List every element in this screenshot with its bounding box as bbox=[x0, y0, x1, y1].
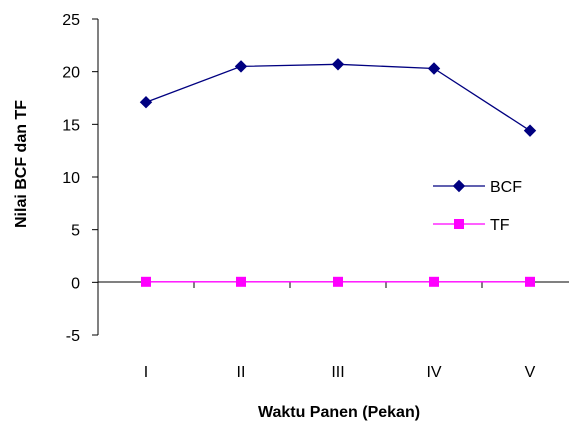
bcf-point bbox=[523, 124, 537, 137]
y-tick-label: 10 bbox=[62, 170, 80, 187]
y-tick-label: 0 bbox=[71, 275, 80, 292]
legend-bcf-label: BCF bbox=[490, 179, 522, 196]
x-tick-label: IV bbox=[426, 364, 441, 381]
tf-point bbox=[525, 276, 535, 287]
y-tick-label: 5 bbox=[71, 223, 80, 240]
bcf-series-line bbox=[145, 63, 531, 132]
y-tick-label: -5 bbox=[66, 328, 80, 345]
bcf-point bbox=[331, 58, 345, 71]
x-axis-ticks: I II III IV V bbox=[97, 282, 536, 381]
x-tick-label: III bbox=[331, 364, 344, 381]
y-tick-label: 20 bbox=[62, 65, 80, 82]
legend: BCF TF bbox=[433, 179, 522, 234]
x-tick-label: I bbox=[144, 364, 148, 381]
x-tick-label: V bbox=[525, 364, 536, 381]
bcf-point bbox=[427, 62, 441, 75]
tf-point bbox=[236, 276, 246, 287]
y-axis-ticks: -5 0 5 10 15 20 25 bbox=[62, 12, 98, 345]
y-axis-title: Nilai BCF dan TF bbox=[13, 100, 30, 228]
y-tick-label: 15 bbox=[62, 117, 80, 134]
bcf-point bbox=[234, 60, 248, 73]
legend-tf-label: TF bbox=[490, 217, 510, 234]
x-tick-label: II bbox=[237, 364, 246, 381]
legend-tf-marker bbox=[454, 219, 464, 229]
y-tick-label: 25 bbox=[62, 12, 80, 29]
tf-point bbox=[333, 276, 343, 287]
x-axis-title: Waktu Panen (Pekan) bbox=[258, 404, 420, 421]
legend-bcf-marker bbox=[452, 179, 466, 193]
series-group bbox=[139, 58, 537, 287]
tf-point bbox=[429, 276, 439, 287]
tf-point bbox=[141, 276, 151, 287]
bcf-point bbox=[139, 96, 153, 109]
